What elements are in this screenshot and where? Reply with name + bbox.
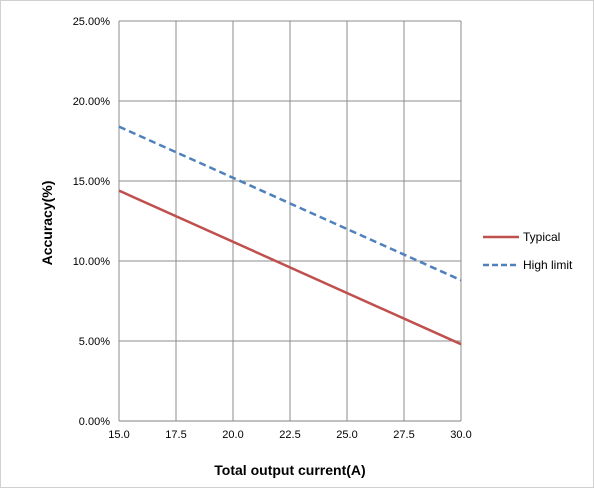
legend-label: High limit <box>523 258 573 272</box>
x-tick-label: 17.5 <box>165 429 186 441</box>
x-tick-label: 27.5 <box>393 429 414 441</box>
y-tick-label: 25.00% <box>73 16 111 28</box>
x-tick-label: 22.5 <box>279 429 300 441</box>
y-tick-label: 5.00% <box>79 336 110 348</box>
series <box>118 125 462 346</box>
x-tick-label: 25.0 <box>336 429 357 441</box>
series-line-typical <box>118 189 462 346</box>
x-tick-label: 15.0 <box>108 429 129 441</box>
y-tick-label: 0.00% <box>79 416 110 428</box>
y-tick-label: 15.00% <box>73 176 111 188</box>
x-axis-ticks: 15.0 17.5 20.0 22.5 25.0 27.5 30.0 <box>108 429 471 441</box>
legend-label: Typical <box>523 230 560 244</box>
x-axis-title: Total output current(A) <box>214 462 365 478</box>
x-tick-label: 20.0 <box>222 429 243 441</box>
y-tick-label: 10.00% <box>73 256 111 268</box>
legend: Typical High limit <box>483 230 573 272</box>
x-tick-label: 30.0 <box>450 429 471 441</box>
y-tick-label: 20.00% <box>73 96 111 108</box>
y-axis-ticks: 0.00% 5.00% 10.00% 15.00% 20.00% 25.00% <box>73 16 111 428</box>
y-axis-title: Accuracy(%) <box>39 181 55 266</box>
series-line-high-limit <box>118 125 462 282</box>
grid <box>118 20 462 422</box>
